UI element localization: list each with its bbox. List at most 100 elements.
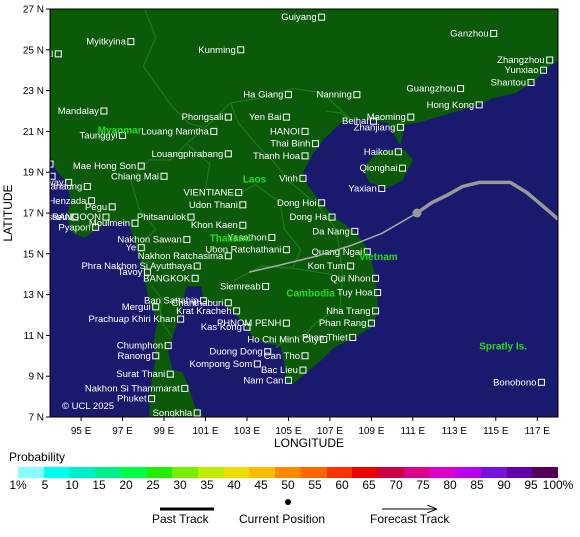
city-marker: Bonobono [493, 377, 545, 388]
probability-label: 1% [9, 478, 27, 492]
city-label: Moulmein [89, 218, 130, 229]
city-label: Shantou [491, 77, 526, 88]
city-marker: Maoming [367, 112, 415, 123]
city-square-icon [148, 395, 156, 403]
city-square-icon [239, 201, 247, 209]
probability-label: 45 [254, 478, 268, 492]
city-label: Tuy Hoa [337, 288, 373, 299]
city-label: Phan Thiet [302, 332, 348, 343]
track-legend-symbols [160, 499, 580, 515]
probability-swatch [249, 467, 276, 478]
city-label: Udon Thani [189, 200, 238, 211]
city-square-icon [299, 366, 307, 374]
probability-label: 65 [362, 478, 376, 492]
lon-tick-label: 111 E [401, 426, 426, 437]
city-label: Qionghai [359, 163, 397, 174]
city-marker: Hong Kong [427, 100, 483, 111]
x-axis-title: LONGITUDE [274, 436, 344, 450]
city-marker: Ganzhou [450, 28, 498, 39]
probability-swatch [18, 467, 44, 478]
city-marker: Nanning [316, 90, 361, 101]
city-marker: Moulmein [89, 218, 139, 229]
city-square-icon [398, 164, 406, 172]
city-square-icon [71, 213, 79, 221]
city-marker: BANGKOK [143, 273, 199, 284]
land-polygon [363, 149, 413, 189]
forecast-track-label: Forecast Track [370, 512, 450, 526]
city-square-icon [87, 197, 95, 205]
probability-swatch [532, 467, 559, 478]
city-marker: Mergui [122, 302, 160, 313]
city-square-icon [374, 289, 382, 297]
city-label: Duong Dong [209, 347, 262, 358]
city-marker: Zhangzhou [497, 55, 554, 66]
city-label: Guangzhou [406, 84, 455, 95]
city-square-icon [328, 213, 336, 221]
probability-label: 90 [497, 478, 511, 492]
city-marker: Beihai [342, 116, 377, 127]
city-label: Siemreab [220, 281, 261, 292]
probability-swatch [120, 467, 147, 478]
city-label: Ye [125, 243, 136, 254]
city-square-icon [282, 319, 290, 327]
city-marker: Haikou [364, 147, 402, 158]
city-label: Tavoy [118, 267, 143, 278]
city-marker: Phan Thiet [302, 332, 357, 343]
city-marker: Kompong Som [190, 359, 261, 370]
city-label: Nha Trang [326, 306, 370, 317]
city-square-icon [537, 378, 545, 386]
city-marker: Bac Lieu [261, 365, 307, 376]
city-marker: Zhanjiang [354, 122, 404, 133]
lat-tick-label: 9 N [28, 372, 44, 383]
city-marker: Shantou [491, 77, 535, 88]
city-square-icon [83, 182, 91, 190]
city-marker: Cheduba [50, 172, 56, 180]
city-label: Yasothon [227, 232, 266, 243]
city-label: Ho Chi Minh City [247, 334, 319, 345]
city-label: Qui Nhon [330, 273, 370, 284]
city-marker: Dong Hoi [277, 198, 326, 209]
probability-label: 95 [524, 478, 538, 492]
city-marker: Nakhon Ratchasima [138, 251, 232, 262]
city-label: Guiyang [281, 12, 316, 23]
city-label: Surat Thani [116, 369, 165, 380]
past-track-line [415, 180, 558, 221]
lon-tick-label: 95 E [71, 426, 92, 437]
city-label: Da Nang [312, 226, 350, 237]
city-square-icon [193, 409, 201, 417]
city-square-icon [35, 147, 41, 153]
city-marker: Prachuap Khiri Khan [88, 314, 185, 325]
city-square-icon [546, 56, 554, 64]
city-square-icon [475, 101, 483, 109]
city-marker: Yaxian [348, 184, 386, 195]
probability-swatch [146, 467, 173, 478]
country-label: Spratly Is. [479, 342, 527, 353]
city-marker: Sittwe [7, 145, 41, 156]
lat-tick-label: 27 N [23, 5, 44, 16]
probability-swatch [378, 467, 404, 478]
lon-tick-label: 117 E [525, 426, 551, 437]
city-label: Hong Kong [427, 100, 475, 111]
city-label: Imphal [25, 49, 54, 60]
city-square-icon [268, 233, 276, 241]
city-marker: Ho Chi Minh City [247, 334, 328, 345]
city-marker: Chumphon [117, 341, 172, 352]
city-label: Bac Lieu [261, 365, 298, 376]
city-label: Myanaung [38, 181, 82, 192]
probability-swatch [95, 467, 121, 478]
storm-track-map: Guiyang Ganzhou Myitkyina Kunming Imphal Zhan… [1, 5, 559, 450]
city-label: Mandalay [58, 106, 99, 117]
city-square-icon [372, 307, 380, 315]
city-square-icon [177, 315, 185, 323]
city-marker: Khon Kaen [191, 220, 247, 231]
storm-track [248, 180, 558, 273]
lat-tick-label: 19 N [23, 168, 44, 179]
city-marker: Chiang Mai [111, 171, 168, 182]
city-label: Mae Hong Son [73, 161, 136, 172]
city-square-icon [152, 303, 160, 311]
city-square-icon [224, 252, 232, 260]
city-label: Taunggyi [80, 130, 118, 141]
city-square-icon [282, 113, 290, 121]
city-marker: PHNOM PENH [217, 318, 290, 329]
city-marker: Myanaung [38, 181, 91, 192]
